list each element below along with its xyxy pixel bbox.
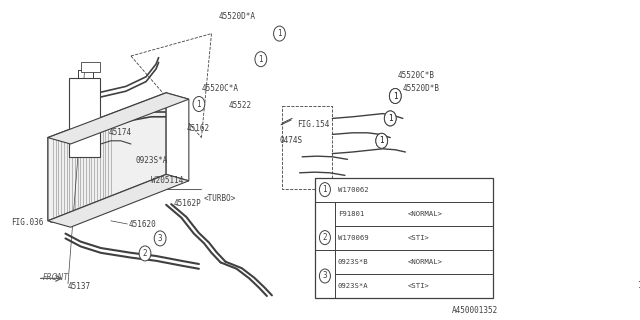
Text: A450001352: A450001352 xyxy=(452,306,499,315)
Circle shape xyxy=(376,133,388,148)
Polygon shape xyxy=(48,174,189,227)
Circle shape xyxy=(376,133,388,148)
Text: <TURBO>: <TURBO> xyxy=(204,194,236,203)
Text: 0923S*A: 0923S*A xyxy=(338,283,369,289)
Text: 45522: 45522 xyxy=(229,101,252,110)
Text: 45162P: 45162P xyxy=(173,199,202,208)
Text: 1: 1 xyxy=(637,281,640,290)
Text: <NORMAL>: <NORMAL> xyxy=(408,211,443,217)
Text: 2: 2 xyxy=(143,249,147,258)
Circle shape xyxy=(319,183,330,196)
Text: 1: 1 xyxy=(380,136,384,145)
Circle shape xyxy=(389,89,401,103)
Bar xyxy=(81,62,100,72)
Circle shape xyxy=(634,279,640,292)
Text: W170062: W170062 xyxy=(338,187,369,193)
Text: <STI>: <STI> xyxy=(408,235,429,241)
Text: 1: 1 xyxy=(259,55,263,64)
Text: 1: 1 xyxy=(393,92,397,100)
Text: W170069: W170069 xyxy=(338,235,369,241)
Text: F91801: F91801 xyxy=(338,211,364,217)
Text: 45520C*A: 45520C*A xyxy=(202,84,239,92)
Polygon shape xyxy=(70,78,100,157)
Polygon shape xyxy=(48,93,189,144)
Circle shape xyxy=(319,231,330,244)
Circle shape xyxy=(255,52,267,67)
Bar xyxy=(315,178,493,298)
Text: 3: 3 xyxy=(323,271,327,281)
Text: 1: 1 xyxy=(393,92,397,100)
Circle shape xyxy=(273,26,285,41)
Text: 3: 3 xyxy=(158,234,163,243)
Text: 45174: 45174 xyxy=(108,128,131,137)
Text: FIG.154: FIG.154 xyxy=(297,120,330,129)
Text: 45162: 45162 xyxy=(186,124,209,132)
Text: <NORMAL>: <NORMAL> xyxy=(408,259,443,265)
Circle shape xyxy=(385,111,396,126)
Text: 1: 1 xyxy=(323,185,327,194)
Text: 1: 1 xyxy=(388,114,392,123)
Text: 0923S*A: 0923S*A xyxy=(136,156,168,164)
Text: 1: 1 xyxy=(277,29,282,38)
Text: 0474S: 0474S xyxy=(280,136,303,145)
Text: 451620: 451620 xyxy=(129,220,156,228)
Text: FRONT: FRONT xyxy=(43,273,69,282)
Text: 2: 2 xyxy=(323,233,327,242)
Circle shape xyxy=(154,231,166,246)
Text: 45520D*B: 45520D*B xyxy=(403,84,440,92)
Circle shape xyxy=(193,97,205,111)
Circle shape xyxy=(389,89,401,103)
Text: 1: 1 xyxy=(388,114,392,123)
Polygon shape xyxy=(48,93,166,221)
Text: 45520C*B: 45520C*B xyxy=(398,71,435,80)
Text: 45137: 45137 xyxy=(68,282,91,291)
Text: 45520D*A: 45520D*A xyxy=(219,12,256,20)
Text: FIG.036: FIG.036 xyxy=(11,218,44,227)
Polygon shape xyxy=(166,93,189,181)
Circle shape xyxy=(139,246,151,261)
Text: 0923S*B: 0923S*B xyxy=(338,259,369,265)
Text: 1: 1 xyxy=(380,136,384,145)
Circle shape xyxy=(385,111,396,126)
Text: W205114: W205114 xyxy=(151,176,184,185)
Text: <STI>: <STI> xyxy=(408,283,429,289)
Text: 1: 1 xyxy=(196,100,201,108)
Circle shape xyxy=(319,269,330,283)
